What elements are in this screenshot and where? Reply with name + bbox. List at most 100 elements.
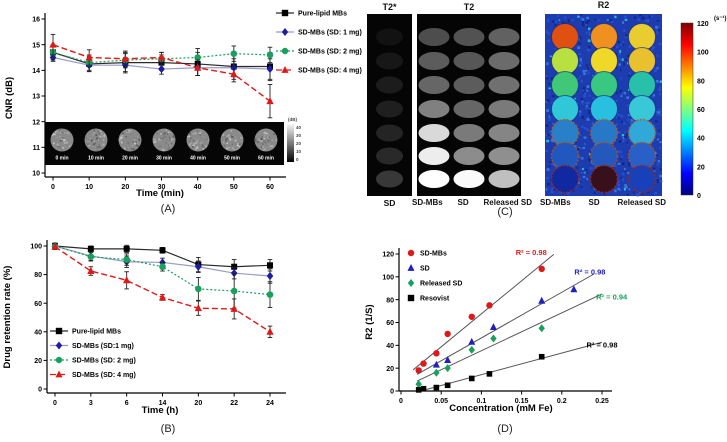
- svg-text:14: 14: [159, 400, 167, 407]
- svg-text:R² = 0.98: R² = 0.98: [574, 268, 605, 277]
- svg-text:120: 120: [697, 21, 709, 28]
- svg-text:R2 (1/S): R2 (1/S): [364, 304, 375, 339]
- svg-text:R² = 0.94: R² = 0.94: [596, 293, 628, 302]
- series-sd: R² = 0.98: [416, 268, 605, 375]
- svg-text:14: 14: [32, 68, 40, 75]
- panel-a-cnr-chart: 10 11 12 13 14 15 16 0 10 20 30 40 50 60 Time (min) CNR…: [4, 9, 362, 199]
- svg-text:0.25: 0.25: [595, 398, 609, 405]
- legend: Pure-lipid MBs SD-MBs (SD:1 mg) SD-MBs (SD…: [50, 327, 136, 379]
- ultrasound-inset: 0 min 10 min 20 min 30 min 40 min 50 min 60 mi…: [45, 117, 302, 165]
- svg-text:30: 30: [296, 133, 302, 138]
- svg-text:22: 22: [230, 400, 238, 407]
- svg-text:13: 13: [32, 94, 40, 101]
- panel-c-mri-images: 120 (s⁻¹) 100 80 60 40 20 0: [367, 14, 727, 200]
- svg-text:20: 20: [296, 141, 302, 146]
- svg-text:20: 20: [121, 184, 129, 191]
- t2star-title: T2*: [382, 2, 397, 12]
- svg-text:80: 80: [386, 297, 394, 304]
- panel-b-retention-chart: 0 20 40 60 80 100 0 3 6 14 20 22 24 Time (h) Drug rete…: [2, 240, 286, 416]
- svg-text:40: 40: [386, 343, 394, 350]
- svg-text:(s⁻¹): (s⁻¹): [714, 15, 727, 22]
- svg-text:11: 11: [33, 145, 41, 152]
- svg-text:3: 3: [89, 400, 93, 407]
- svg-text:0.2: 0.2: [557, 398, 567, 405]
- svg-text:SD-MBs (SD: 2 mg): SD-MBs (SD: 2 mg): [298, 49, 362, 56]
- svg-text:CNR (dB): CNR (dB): [4, 77, 15, 119]
- svg-text:40: 40: [194, 184, 202, 191]
- svg-text:50: 50: [230, 184, 238, 191]
- svg-text:SD-MBs (SD:1 mg): SD-MBs (SD:1 mg): [72, 343, 134, 350]
- svg-text:24: 24: [266, 400, 274, 407]
- svg-text:20: 20: [386, 366, 394, 373]
- svg-text:20: 20: [194, 400, 202, 407]
- svg-text:0: 0: [399, 398, 403, 405]
- svg-text:SD-MBs (SD: 2 mg): SD-MBs (SD: 2 mg): [72, 358, 136, 365]
- svg-text:40: 40: [34, 329, 42, 336]
- r2-label-released-sd: Released SD: [617, 198, 666, 207]
- t2-label-released-sd: Released SD: [483, 198, 532, 207]
- r2-label-sdmbs: SD-MBs: [540, 198, 571, 207]
- svg-text:0: 0: [53, 400, 57, 407]
- svg-text:16: 16: [32, 17, 40, 24]
- svg-text:0: 0: [296, 157, 299, 162]
- svg-text:60: 60: [266, 184, 274, 191]
- svg-text:60: 60: [34, 301, 42, 308]
- svg-text:30: 30: [158, 184, 166, 191]
- svg-text:Concentration (mM Fe): Concentration (mM Fe): [449, 403, 552, 414]
- svg-text:R² = 0.98: R² = 0.98: [586, 341, 617, 350]
- svg-text:30 min: 30 min: [156, 156, 172, 162]
- svg-text:6: 6: [125, 400, 129, 407]
- svg-text:40: 40: [296, 125, 302, 130]
- svg-text:0: 0: [697, 193, 701, 200]
- svg-text:Released SD: Released SD: [420, 281, 462, 288]
- caption-a: (A): [160, 203, 176, 215]
- svg-text:40 min: 40 min: [190, 156, 206, 162]
- t2-column-labels: SD-MBs SD Released SD: [412, 198, 532, 207]
- svg-text:100: 100: [382, 274, 394, 281]
- svg-text:R² = 0.98: R² = 0.98: [516, 248, 547, 257]
- caption-b: (B): [160, 423, 176, 435]
- svg-text:SD-MBs (SD: 1 mg): SD-MBs (SD: 1 mg): [298, 30, 362, 37]
- axes: 10 11 12 13 14 15 16 0 10 20 30 40 50 60 Time (min) CNR…: [4, 13, 286, 199]
- svg-text:12: 12: [32, 119, 40, 126]
- t2-image: [417, 14, 521, 196]
- t2-label-sd: SD: [457, 198, 469, 207]
- svg-text:10: 10: [296, 149, 302, 154]
- svg-text:0: 0: [51, 184, 55, 191]
- svg-text:0: 0: [390, 389, 394, 396]
- panel-d-relaxivity-chart: 0 20 40 60 80 100 120 0 0.05 0.1 0.15 0.2 0.25 Concen…: [364, 248, 628, 414]
- caption-c: (C): [497, 206, 513, 218]
- svg-text:0: 0: [38, 387, 42, 394]
- svg-text:SD-MBs: SD-MBs: [420, 251, 447, 258]
- svg-text:60 min: 60 min: [258, 156, 274, 162]
- svg-text:0.1: 0.1: [477, 398, 487, 405]
- svg-text:10 min: 10 min: [88, 156, 104, 162]
- r2-color-map: [545, 14, 663, 197]
- series-released-sd: R² = 0.94: [415, 293, 628, 389]
- r2-title: R2: [597, 0, 610, 10]
- legend: Pure-lipid MBs SD-MBs (SD: 1 mg) SD-MBs (S…: [276, 9, 362, 75]
- svg-text:0.15: 0.15: [515, 398, 529, 405]
- axes: 0 20 40 60 80 100 120 0 0.05 0.1 0.15 0.2 0.25 Concen…: [364, 248, 612, 414]
- svg-text:60: 60: [386, 320, 394, 327]
- legend: SD-MBs SD Released SD Resovist: [407, 249, 462, 303]
- series-resovist: R² = 0.98: [415, 341, 618, 393]
- svg-text:10: 10: [32, 171, 40, 178]
- series-sd-mbs: R² = 0.98: [412, 248, 555, 374]
- t2star-column-label: SD: [383, 198, 396, 208]
- series-sd-mbs-sd-4-mg-: [51, 242, 274, 338]
- svg-text:50 min: 50 min: [224, 156, 240, 162]
- svg-text:20: 20: [697, 164, 705, 171]
- r2-column-labels: SD-MBs SD Released SD: [540, 198, 666, 207]
- svg-text:SD: SD: [420, 266, 430, 273]
- svg-text:Pure-lipid MBs: Pure-lipid MBs: [298, 11, 347, 18]
- svg-text:Time (min): Time (min): [136, 188, 184, 199]
- svg-text:60: 60: [697, 107, 705, 114]
- t2star-image: [367, 14, 412, 196]
- svg-text:20: 20: [34, 358, 42, 365]
- svg-text:Drug retention rate (%): Drug retention rate (%): [2, 266, 13, 369]
- axes: 0 20 40 60 80 100 0 3 6 14 20 22 24 Time (h) Drug rete…: [2, 240, 286, 416]
- caption-d: (D): [497, 423, 513, 435]
- svg-text:Resovist: Resovist: [420, 296, 450, 303]
